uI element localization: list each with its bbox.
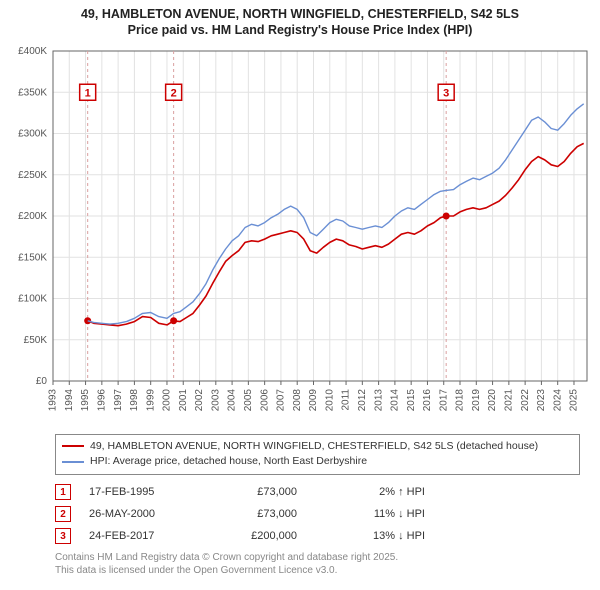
legend-label: HPI: Average price, detached house, Nort… [90, 454, 367, 470]
transaction-marker: 3 [55, 528, 71, 544]
y-tick-label: £100K [18, 293, 47, 304]
x-tick-label: 2013 [373, 388, 384, 411]
x-tick-label: 2001 [178, 388, 189, 411]
x-tick-label: 2007 [276, 388, 287, 411]
y-tick-label: £200K [18, 211, 47, 222]
transaction-row: 1 17-FEB-1995 £73,000 2% ↑ HPI [55, 481, 580, 503]
marker-label: 2 [171, 87, 177, 99]
x-tick-label: 2002 [194, 388, 205, 411]
legend-row: HPI: Average price, detached house, Nort… [62, 454, 573, 470]
y-tick-label: £250K [18, 169, 47, 180]
x-tick-label: 2008 [292, 388, 303, 411]
x-tick-label: 2010 [324, 388, 335, 411]
footer-attribution: Contains HM Land Registry data © Crown c… [55, 551, 580, 577]
y-tick-label: £150K [18, 252, 47, 263]
x-tick-label: 2011 [341, 388, 352, 410]
x-tick-label: 2005 [243, 388, 254, 411]
legend-box: 49, HAMBLETON AVENUE, NORTH WINGFIELD, C… [55, 434, 580, 476]
legend-row: 49, HAMBLETON AVENUE, NORTH WINGFIELD, C… [62, 439, 573, 455]
marker-label: 3 [443, 87, 449, 99]
x-tick-label: 1995 [80, 388, 91, 411]
transaction-date: 26-MAY-2000 [89, 508, 199, 520]
x-tick-label: 2014 [390, 388, 401, 411]
x-tick-label: 2006 [259, 388, 270, 411]
legend-swatch [62, 445, 84, 447]
transaction-date: 17-FEB-1995 [89, 486, 199, 498]
legend-swatch [62, 461, 84, 463]
x-tick-label: 2020 [487, 388, 498, 411]
x-tick-label: 2015 [406, 388, 417, 411]
chart-title: 49, HAMBLETON AVENUE, NORTH WINGFIELD, C… [0, 0, 600, 41]
transaction-price: £73,000 [217, 508, 297, 520]
y-tick-label: £350K [18, 87, 47, 98]
marker-label: 1 [85, 87, 91, 99]
transaction-hpi: 13% ↓ HPI [315, 530, 425, 542]
transaction-row: 3 24-FEB-2017 £200,000 13% ↓ HPI [55, 525, 580, 547]
x-tick-label: 2017 [438, 388, 449, 411]
transaction-marker: 2 [55, 506, 71, 522]
x-tick-label: 2025 [569, 388, 580, 411]
x-tick-label: 2024 [552, 388, 563, 411]
x-tick-label: 1993 [48, 388, 59, 411]
title-line-2: Price paid vs. HM Land Registry's House … [128, 23, 473, 37]
x-tick-label: 2019 [471, 388, 482, 411]
chart-area: £0 £50K £100K £150K £200K £250K £300K £350K £400… [5, 43, 595, 428]
x-tick-label: 1999 [145, 388, 156, 411]
y-tick-label: £0 [36, 376, 48, 387]
transaction-row: 2 26-MAY-2000 £73,000 11% ↓ HPI [55, 503, 580, 525]
x-tick-label: 2021 [503, 388, 514, 411]
page-container: 49, HAMBLETON AVENUE, NORTH WINGFIELD, C… [0, 0, 600, 590]
x-tick-label: 2023 [536, 388, 547, 411]
legend-label: 49, HAMBLETON AVENUE, NORTH WINGFIELD, C… [90, 439, 538, 455]
x-tick-label: 1997 [113, 388, 124, 411]
transaction-price: £200,000 [217, 530, 297, 542]
line-chart-svg: £0 £50K £100K £150K £200K £250K £300K £350K £400… [5, 43, 595, 428]
x-tick-label: 1998 [129, 388, 140, 411]
x-tick-label: 2018 [455, 388, 466, 411]
x-tick-label: 2012 [357, 388, 368, 411]
transactions-table: 1 17-FEB-1995 £73,000 2% ↑ HPI 2 26-MAY-2000 £… [55, 481, 580, 547]
x-tick-label: 1996 [96, 388, 107, 411]
y-tick-label: £50K [24, 334, 48, 345]
y-tick-label: £300K [18, 128, 47, 139]
x-tick-label: 2016 [422, 388, 433, 411]
x-tick-label: 2022 [520, 388, 531, 411]
transaction-marker: 1 [55, 484, 71, 500]
footer-line-2: This data is licensed under the Open Gov… [55, 565, 337, 576]
x-tick-label: 1994 [64, 388, 75, 411]
transaction-date: 24-FEB-2017 [89, 530, 199, 542]
transaction-hpi: 11% ↓ HPI [315, 508, 425, 520]
transaction-price: £73,000 [217, 486, 297, 498]
x-tick-label: 2000 [162, 388, 173, 411]
title-line-1: 49, HAMBLETON AVENUE, NORTH WINGFIELD, C… [81, 7, 519, 21]
transaction-hpi: 2% ↑ HPI [315, 486, 425, 498]
x-tick-label: 2009 [308, 388, 319, 411]
y-tick-label: £400K [18, 46, 47, 57]
x-tick-label: 2003 [210, 388, 221, 411]
x-tick-label: 2004 [227, 388, 238, 411]
footer-line-1: Contains HM Land Registry data © Crown c… [55, 552, 398, 563]
